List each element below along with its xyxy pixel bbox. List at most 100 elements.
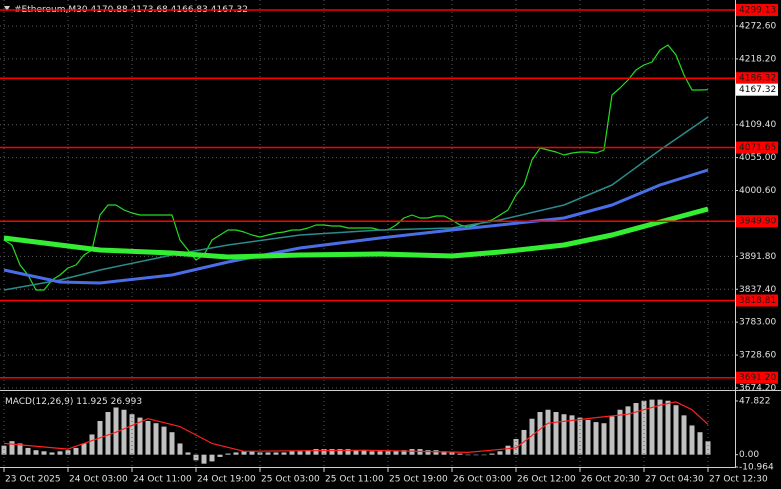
level-label: 3818.81 [739, 296, 776, 306]
macd-bar [393, 451, 399, 455]
macd-value: 11.925 [76, 397, 108, 407]
macd-bar [529, 418, 535, 455]
macd-bar [505, 445, 511, 455]
price-line [3, 168, 709, 285]
macd-bar [329, 449, 335, 455]
macd-bar [129, 414, 135, 455]
y-tick-label: 3728.60 [739, 351, 776, 361]
price-line [3, 44, 709, 291]
y-tick-label: 4000.60 [739, 186, 776, 196]
current-price-box [736, 83, 778, 96]
macd-label: MACD(12,26,9) [5, 397, 73, 407]
macd-bar [57, 451, 63, 455]
macd-bar [481, 454, 487, 456]
macd-bar [73, 447, 79, 455]
level-label-box [736, 141, 778, 154]
signal-line [3, 401, 709, 453]
level-label-box [736, 294, 778, 307]
macd-bar [409, 449, 415, 455]
level-label: 3949.90 [739, 217, 776, 227]
macd-bar [497, 451, 503, 455]
current-price-label: 4167.32 [739, 85, 776, 95]
macd-bar [217, 454, 223, 457]
macd-bar [313, 449, 319, 455]
macd-bar [145, 420, 151, 455]
macd-bar [441, 451, 447, 455]
macd-bar [385, 451, 391, 455]
y-tick-label: 0.00 [739, 450, 759, 460]
level-label-box [736, 215, 778, 228]
macd-bar [609, 416, 615, 455]
macd-bar [113, 407, 119, 455]
macd-bar [673, 405, 679, 455]
macd-bar [249, 451, 255, 455]
y-tick-label: 47.822 [739, 396, 771, 406]
macd-bar [161, 426, 167, 455]
macd-bar [81, 443, 87, 455]
y-tick-label: 4055.00 [739, 153, 776, 163]
x-tick-label: 24 Oct 11:00 [133, 475, 192, 485]
level-label-box [736, 3, 778, 16]
x-tick-label: 27 Oct 04:30 [645, 475, 704, 485]
macd-bar [561, 414, 567, 455]
y-tick-label: 3837.40 [739, 285, 776, 295]
macd-bar [345, 449, 351, 455]
macd-bar [281, 452, 287, 455]
macd-bar [617, 409, 623, 455]
macd-bar [49, 452, 55, 455]
macd-bar [457, 453, 463, 455]
macd-bar [513, 438, 519, 455]
macd-bar [121, 409, 127, 455]
level-label-box [736, 371, 778, 384]
macd-bar [361, 450, 367, 455]
macd-bar [89, 434, 95, 455]
macd-bar [265, 452, 271, 455]
macd-bar [25, 447, 31, 455]
x-tick-label: 23 Oct 2025 [5, 475, 61, 485]
x-tick-label: 25 Oct 03:00 [261, 475, 320, 485]
macd-bar [233, 452, 239, 455]
macd-bar [641, 400, 647, 455]
macd-bar [601, 423, 607, 455]
macd-bar [649, 399, 655, 455]
x-tick-label: 24 Oct 19:00 [197, 475, 256, 485]
macd-bar [537, 411, 543, 455]
level-label-box [736, 72, 778, 85]
y-tick-label: 4272.60 [739, 22, 776, 32]
level-label: 4186.32 [739, 74, 776, 84]
macd-bar [17, 443, 23, 455]
macd-bar [401, 450, 407, 455]
symbol-icon [4, 6, 10, 11]
macd-bar [297, 451, 303, 455]
x-tick-label: 24 Oct 03:00 [69, 475, 128, 485]
y-tick-label: 3783.00 [739, 318, 776, 328]
macd-bar [353, 450, 359, 455]
y-tick-label: 3674.20 [739, 383, 776, 393]
macd-bar [553, 411, 559, 455]
macd-bar [569, 415, 575, 455]
x-tick-label: 25 Oct 19:00 [389, 475, 448, 485]
macd-bar [377, 451, 383, 455]
level-label: 3691.20 [739, 373, 776, 383]
macd-bar [425, 450, 431, 455]
macd-bar [473, 454, 479, 456]
x-tick-label: 25 Oct 11:00 [325, 475, 384, 485]
level-label: 4071.65 [739, 143, 776, 153]
macd-bar [137, 417, 143, 455]
y-tick-label: -10.964 [739, 463, 774, 473]
macd-bar [465, 454, 471, 456]
macd-bar [593, 422, 599, 455]
y-tick-label: 4218.20 [739, 54, 776, 64]
macd-bar [169, 432, 175, 455]
macd-bar [433, 450, 439, 455]
macd-bar [33, 450, 39, 455]
macd-bar [337, 449, 343, 455]
macd-bar [545, 409, 551, 455]
x-tick-label: 26 Oct 12:00 [517, 475, 576, 485]
macd-bar [105, 411, 111, 455]
macd-bar [201, 454, 207, 464]
macd-bar [697, 432, 703, 455]
signal-value: 26.993 [111, 397, 143, 407]
